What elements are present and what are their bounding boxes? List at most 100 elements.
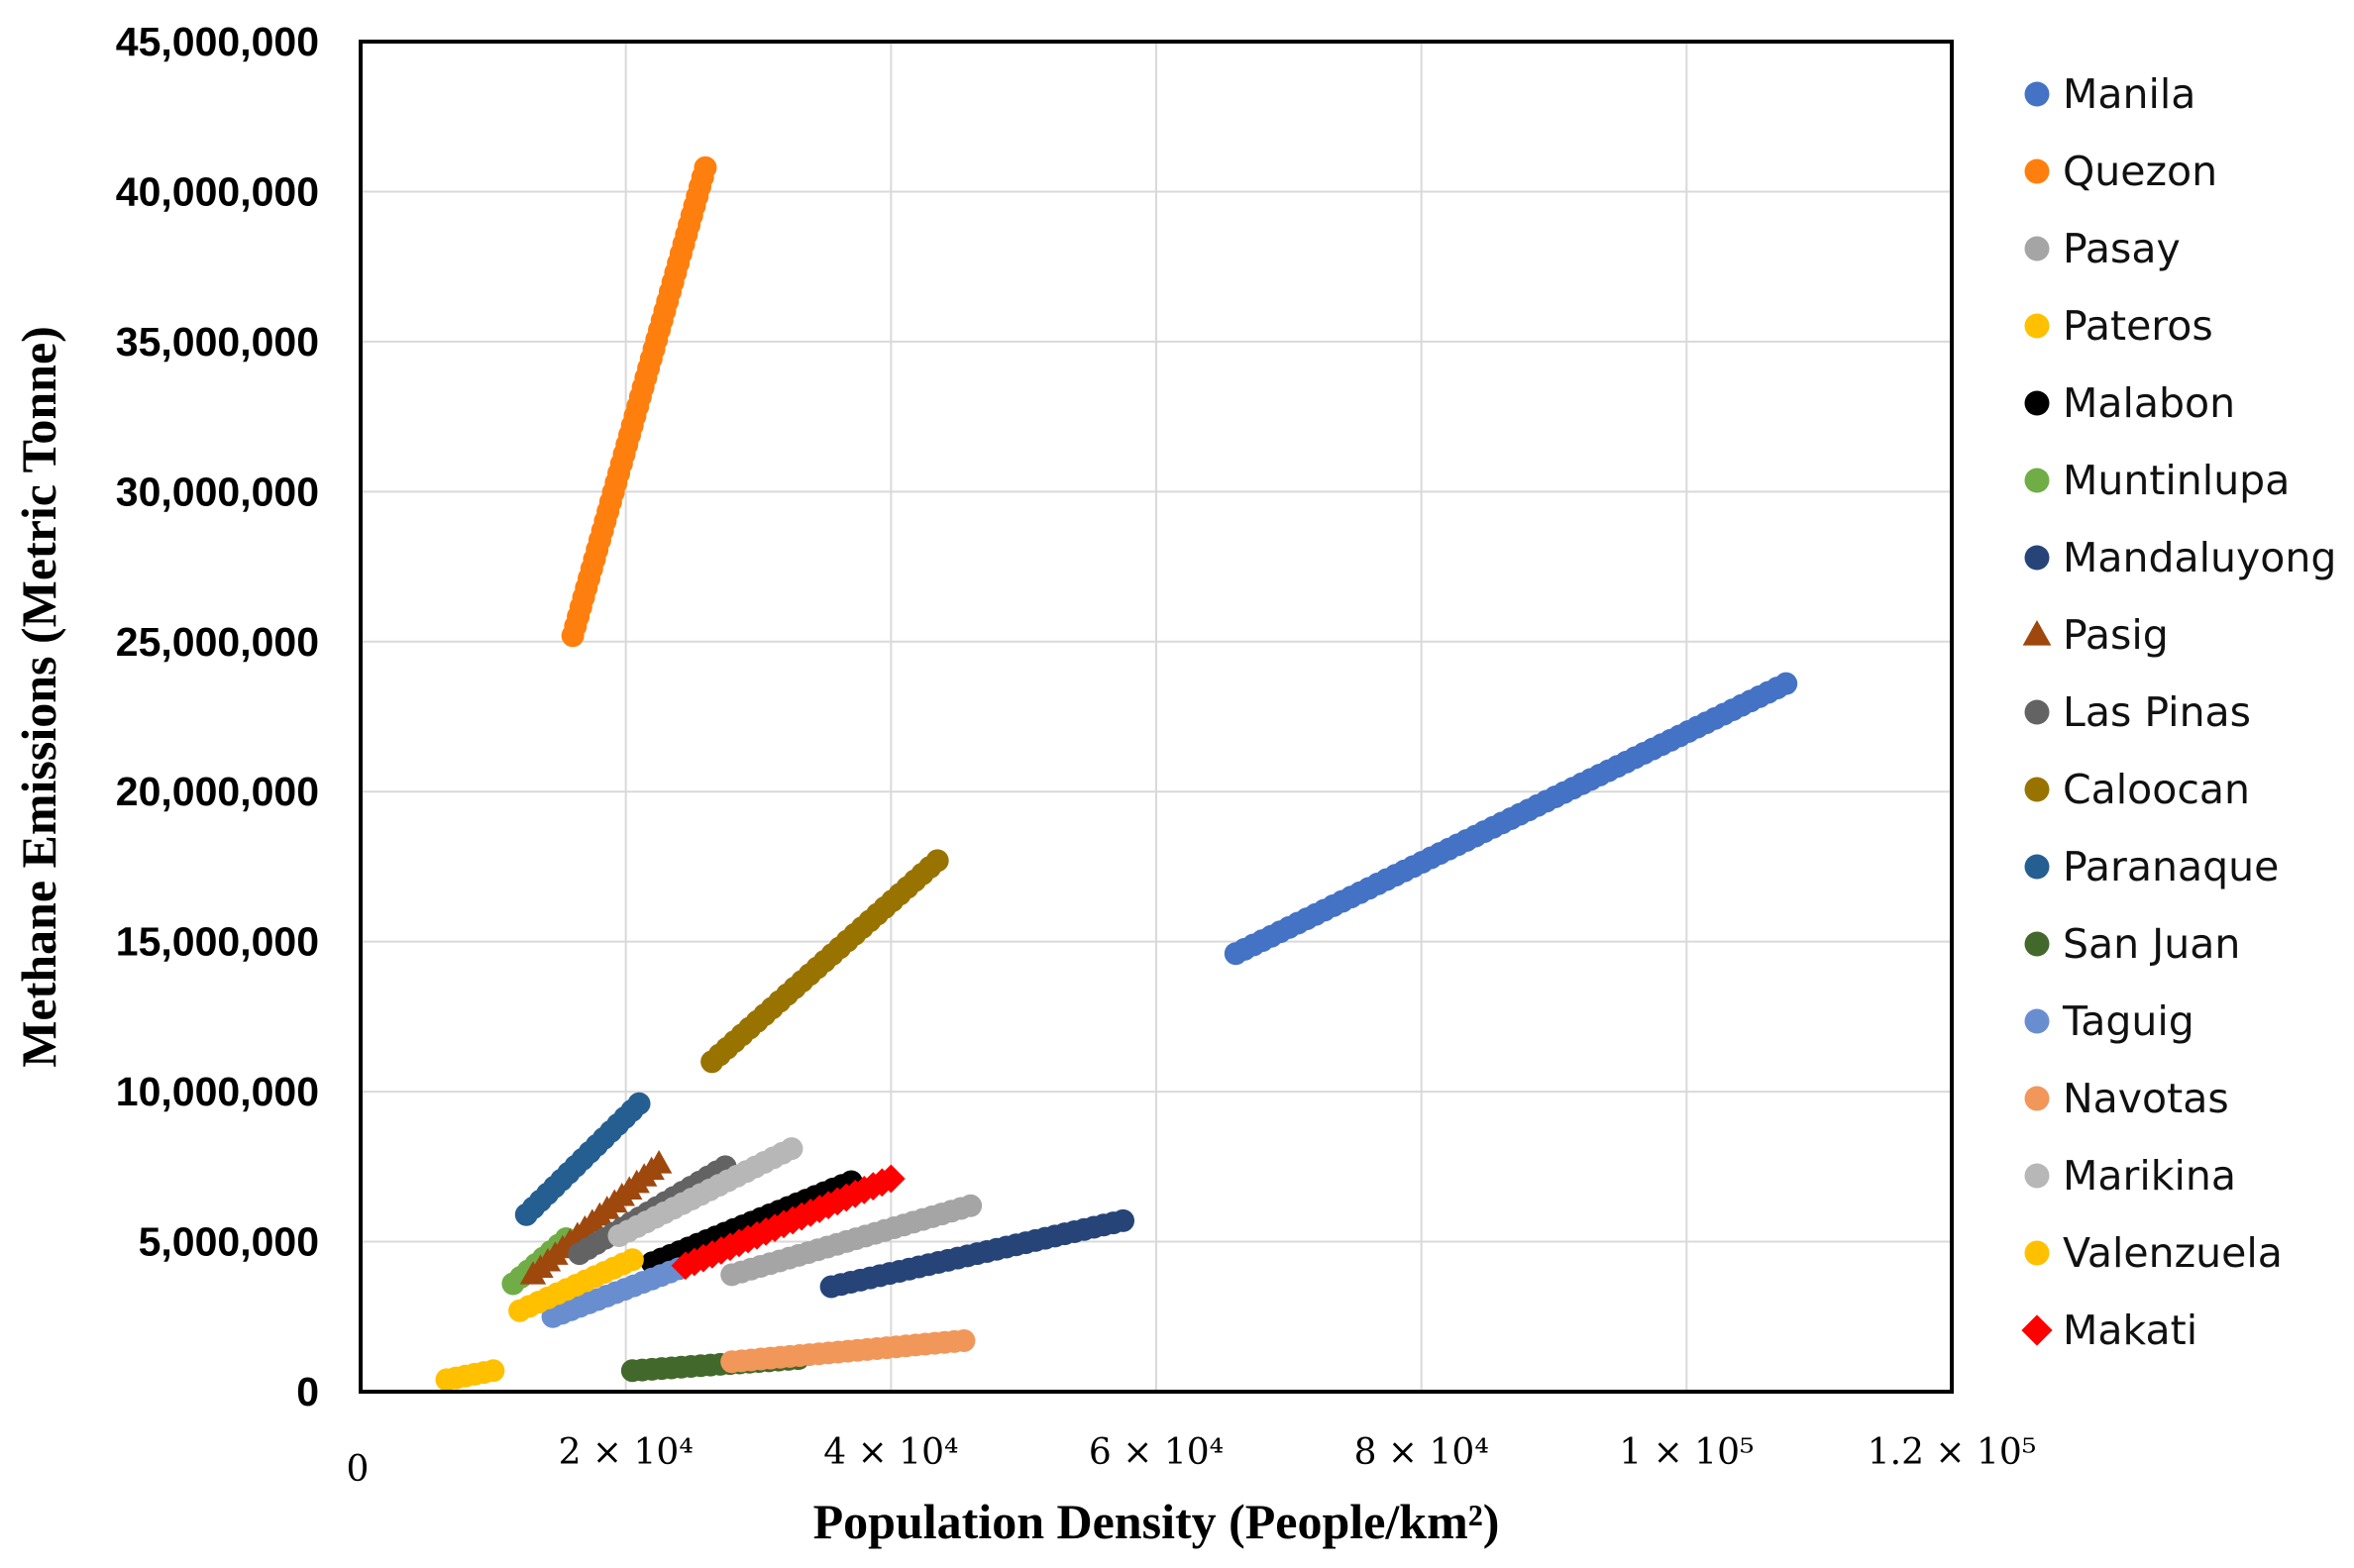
legend-item: Pasay <box>2024 225 2181 272</box>
y-tick-label: 30,000,000 <box>116 469 319 514</box>
data-point <box>694 156 717 179</box>
data-series <box>435 156 1798 1392</box>
legend-label: San Juan <box>2063 920 2240 968</box>
x-tick-label: 4 × 10⁴ <box>823 1432 958 1473</box>
series-mandaluyong <box>819 1208 1135 1299</box>
y-axis-title: Methane Emissions (Metric Tonne) <box>11 326 66 1068</box>
x-tick-label: 1 × 10⁵ <box>1619 1432 1754 1473</box>
legend-item: Pasig <box>2022 611 2169 659</box>
legend-marker <box>2024 1008 2050 1034</box>
legend-item: Navotas <box>2024 1075 2229 1122</box>
legend-item: Valenzuela <box>2024 1229 2283 1277</box>
y-tick-label: 5,000,000 <box>139 1219 319 1265</box>
legend-marker <box>2024 390 2050 416</box>
legend-item: Marikina <box>2024 1152 2236 1200</box>
legend-marker <box>2024 236 2050 261</box>
x-tick-label: 0 <box>347 1449 370 1490</box>
y-tick-label: 20,000,000 <box>116 769 319 814</box>
data-point <box>959 1194 983 1217</box>
plot-frame <box>359 40 1954 1394</box>
data-point <box>925 849 949 873</box>
legend-marker <box>2024 1086 2050 1111</box>
y-tick-label: 25,000,000 <box>116 619 319 665</box>
y-tick-label: 10,000,000 <box>116 1069 319 1114</box>
legend-label: Navotas <box>2063 1075 2229 1122</box>
data-point <box>620 1248 644 1272</box>
y-tick-label: 15,000,000 <box>116 919 319 965</box>
legend-label: Paranaque <box>2063 843 2279 890</box>
data-point <box>876 1164 906 1194</box>
legend-item: Malabon <box>2024 379 2235 427</box>
series-makati <box>671 1164 906 1281</box>
legend-marker <box>2024 81 2050 107</box>
legend-marker <box>2024 854 2050 880</box>
legend-item: Las Pinas <box>2024 688 2251 736</box>
legend-marker <box>2024 158 2050 184</box>
data-point <box>627 1092 651 1115</box>
legend-label: Makati <box>2063 1307 2197 1354</box>
y-tick-label: 40,000,000 <box>116 168 319 214</box>
series-caloocan <box>700 849 949 1074</box>
legend-label: Valenzuela <box>2063 1229 2283 1277</box>
legend-item: Muntinlupa <box>2024 457 2290 504</box>
legend-label: Malabon <box>2063 379 2235 427</box>
x-tick-label: 1.2 × 10⁵ <box>1868 1432 2037 1473</box>
legend-label: Muntinlupa <box>2063 457 2290 504</box>
legend-marker <box>2024 468 2050 493</box>
x-axis-ticks: 0 2 × 10⁴ 4 × 10⁴ 6 × 10⁴ 8 × 10⁴ 1 × 10⁵ 1.2 … <box>347 1432 2037 1490</box>
series-taguig <box>541 1257 691 1328</box>
legend-item: Paranaque <box>2024 843 2279 890</box>
legend: Manila Quezon Pasay Pateros Malabon Muntinlup… <box>2021 70 2336 1354</box>
legend-label: Las Pinas <box>2063 688 2251 736</box>
data-point <box>780 1137 803 1161</box>
x-tick-label: 6 × 10⁴ <box>1089 1432 1224 1473</box>
legend-marker <box>2024 1163 2050 1189</box>
legend-marker <box>2024 699 2050 725</box>
legend-item: Makati <box>2021 1307 2197 1354</box>
data-point <box>1112 1208 1135 1232</box>
y-axis-ticks: 0 5,000,000 10,000,000 15,000,000 20,000,000… <box>116 19 319 1414</box>
legend-label: Manila <box>2063 70 2195 118</box>
series-manila <box>1224 672 1798 966</box>
series-pateros <box>435 1359 505 1392</box>
series-pasig <box>519 1150 673 1285</box>
legend-marker <box>2022 620 2052 646</box>
series-quezon <box>561 156 717 648</box>
legend-marker <box>2024 931 2050 957</box>
legend-label: Marikina <box>2063 1152 2236 1200</box>
data-point <box>952 1329 976 1353</box>
series-valenzuela <box>508 1248 644 1322</box>
y-tick-label: 35,000,000 <box>116 319 319 365</box>
x-axis-title: Population Density (People/km²) <box>813 1494 1500 1549</box>
legend-marker <box>2021 1314 2053 1346</box>
data-point <box>645 1150 673 1174</box>
legend-label: Mandaluyong <box>2063 534 2336 581</box>
data-point <box>482 1359 505 1383</box>
legend-item: Manila <box>2024 70 2195 118</box>
legend-label: Taguig <box>2062 997 2194 1045</box>
legend-label: Pasay <box>2063 225 2181 272</box>
series-navotas <box>720 1329 976 1374</box>
y-tick-label: 45,000,000 <box>116 19 319 64</box>
legend-label: Quezon <box>2063 148 2217 195</box>
legend-label: Pasig <box>2063 611 2169 659</box>
series-paranaque <box>514 1092 651 1226</box>
legend-marker <box>2024 313 2050 339</box>
data-point <box>1774 672 1798 695</box>
legend-marker <box>2024 545 2050 571</box>
legend-item: Caloocan <box>2024 766 2250 813</box>
legend-marker <box>2024 777 2050 802</box>
x-tick-label: 8 × 10⁴ <box>1354 1432 1489 1473</box>
series-marikina <box>607 1137 803 1247</box>
x-tick-label: 2 × 10⁴ <box>559 1432 694 1473</box>
legend-label: Pateros <box>2063 302 2213 350</box>
series-pasay <box>720 1194 983 1287</box>
legend-item: Mandaluyong <box>2024 534 2336 581</box>
legend-item: Taguig <box>2024 997 2194 1045</box>
legend-item: Quezon <box>2024 148 2217 195</box>
legend-item: San Juan <box>2024 920 2240 968</box>
legend-marker <box>2024 1240 2050 1266</box>
legend-label: Caloocan <box>2063 766 2250 813</box>
y-tick-label: 0 <box>296 1369 319 1414</box>
